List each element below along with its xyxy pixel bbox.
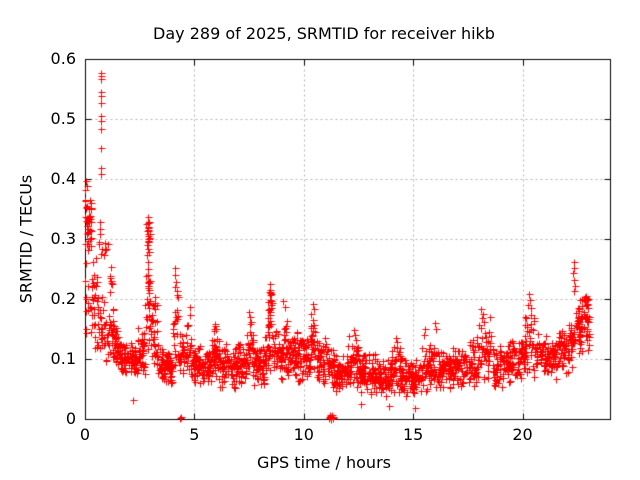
y-tick-label: 0.5 <box>50 109 76 128</box>
chart-title: Day 289 of 2025, SRMTID for receiver hik… <box>153 24 495 43</box>
y-tick-label: 0.1 <box>50 349 76 368</box>
y-tick-label: 0.3 <box>50 229 76 248</box>
y-tick-label: 0.4 <box>50 169 76 188</box>
y-tick-label: 0.2 <box>50 289 76 308</box>
x-axis-label: GPS time / hours <box>257 453 391 472</box>
x-tick-label: 20 <box>512 425 533 444</box>
x-tick-label: 5 <box>189 425 200 444</box>
x-tick-label: 10 <box>293 425 314 444</box>
y-tick-label: 0 <box>65 409 76 428</box>
x-tick-label: 0 <box>79 425 91 444</box>
y-tick-label: 0.6 <box>50 49 76 68</box>
x-tick-label: 15 <box>402 425 424 444</box>
